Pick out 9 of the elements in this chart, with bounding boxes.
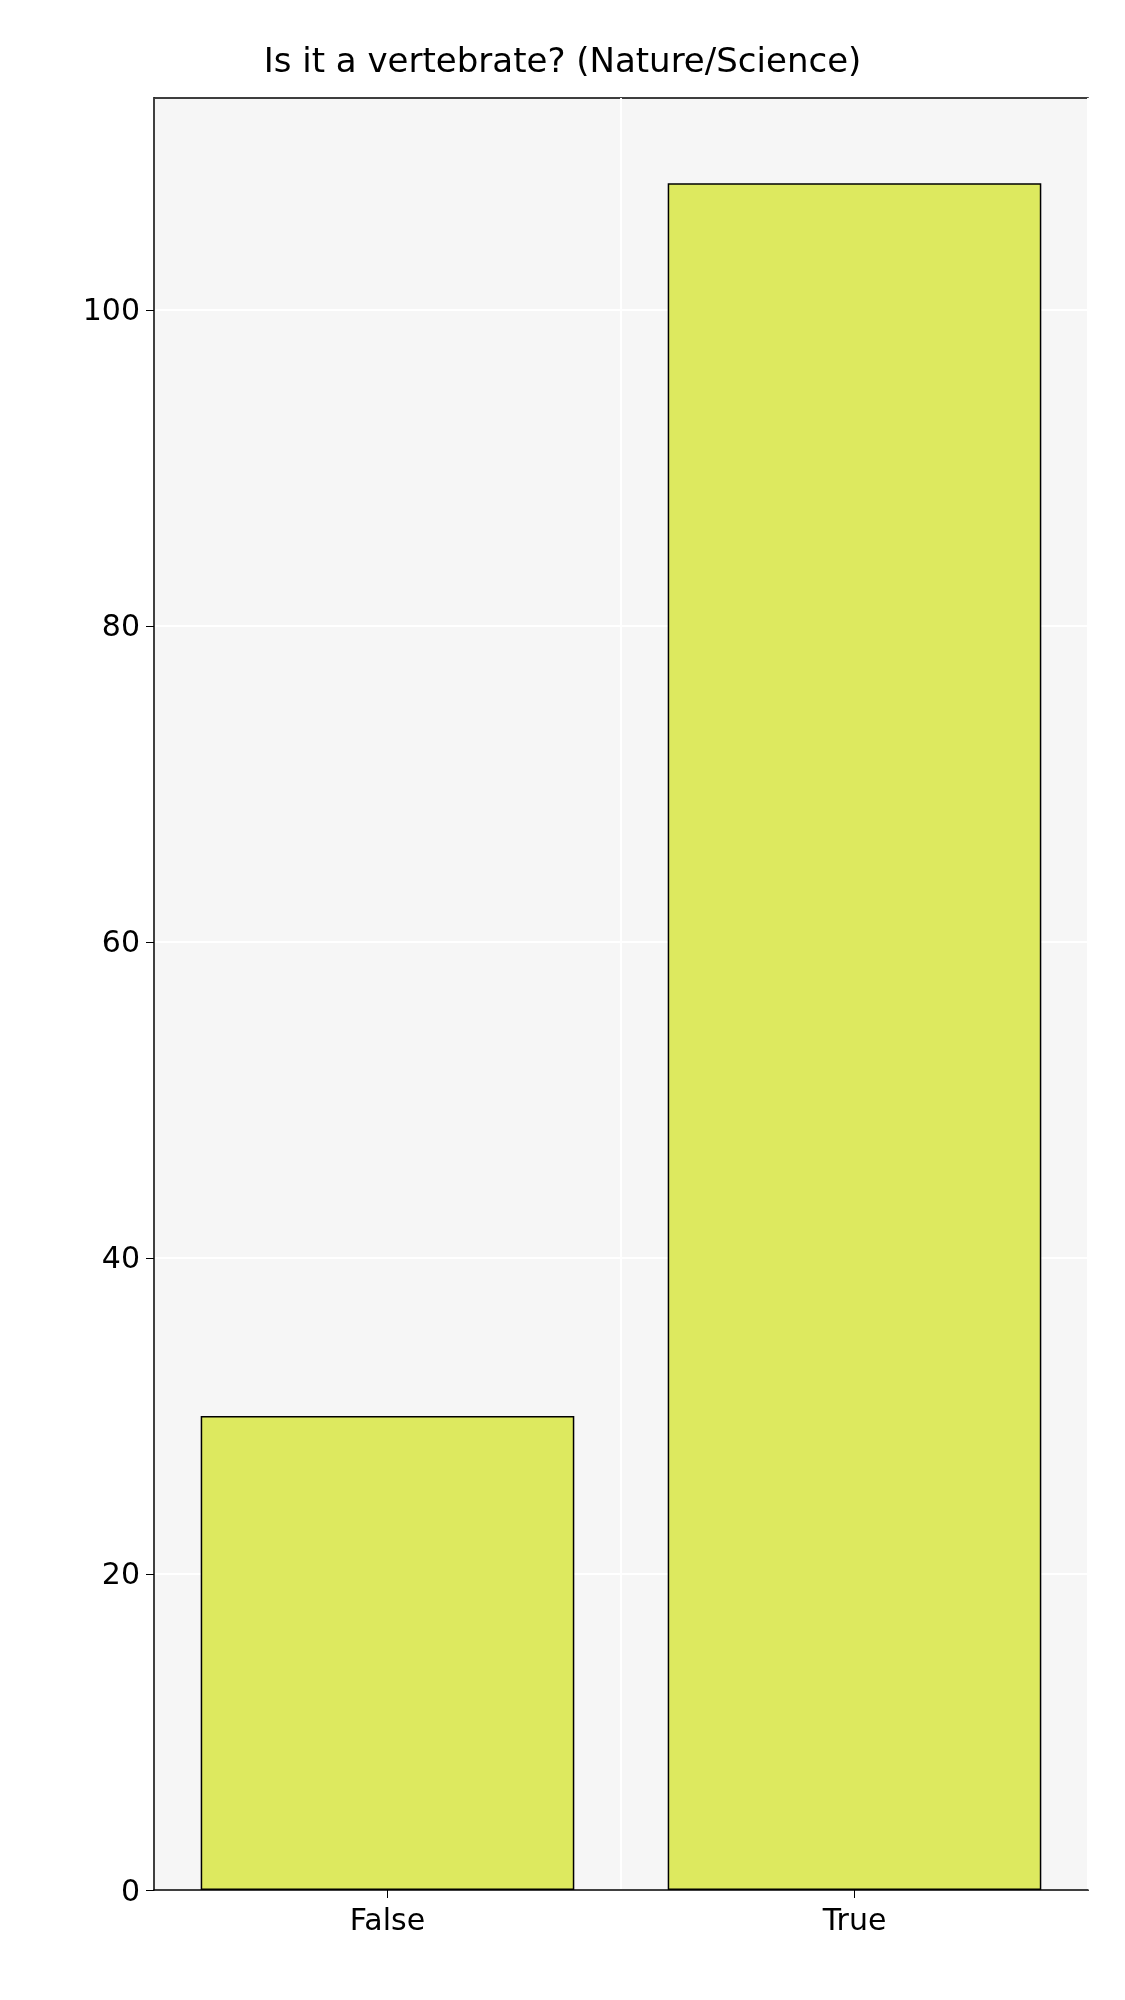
- chart-title: Is it a vertebrate? (Nature/Science): [263, 40, 862, 80]
- y-tick-label: 60: [101, 924, 140, 960]
- x-tick-label: True: [821, 1901, 887, 1937]
- y-tick-label: 80: [101, 608, 140, 644]
- y-tick-label: 40: [101, 1240, 140, 1276]
- y-tick-label: 20: [101, 1556, 140, 1592]
- y-tick-label: 0: [120, 1872, 140, 1908]
- x-tick-label: False: [349, 1901, 426, 1937]
- y-tick-label: 100: [82, 292, 140, 328]
